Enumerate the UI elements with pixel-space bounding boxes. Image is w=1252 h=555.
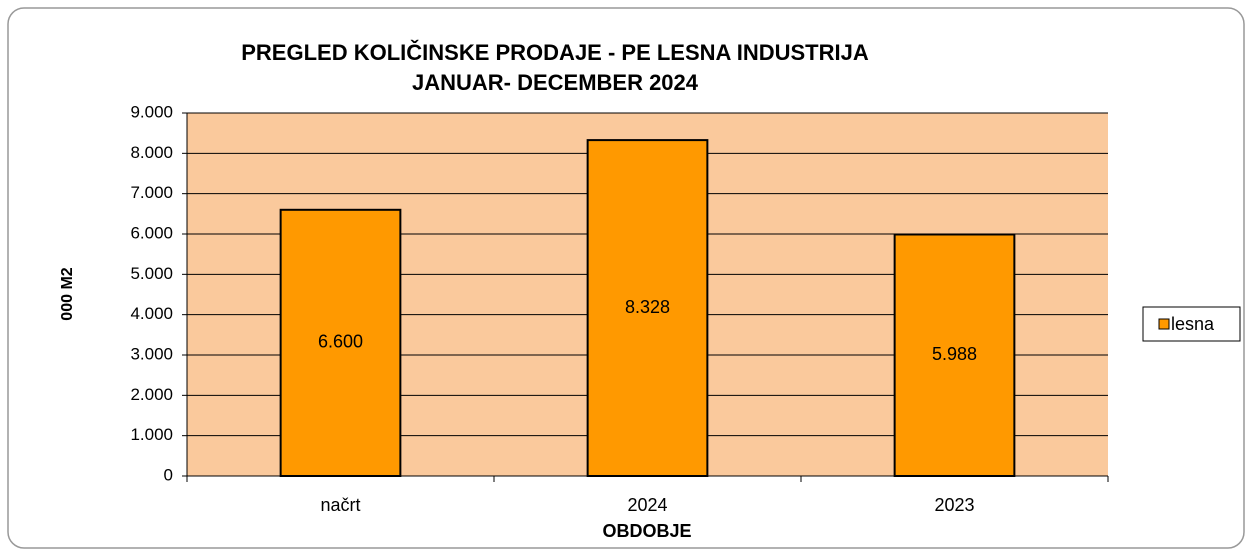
y-tick-label: 2.000	[130, 385, 173, 404]
chart-title: PREGLED KOLIČINSKE PRODAJE - PE LESNA IN…	[241, 40, 869, 65]
data-label: 5.988	[932, 344, 977, 364]
y-tick-label: 0	[164, 465, 173, 484]
y-tick-label: 3.000	[130, 344, 173, 363]
y-tick-label: 7.000	[130, 183, 173, 202]
data-label: 6.600	[318, 332, 363, 352]
bar	[893, 233, 1016, 477]
x-tick-label: 2023	[934, 495, 974, 515]
x-tick-label: 2024	[627, 495, 667, 515]
y-tick-label: 9.000	[130, 102, 173, 121]
y-tick-label: 8.000	[130, 143, 173, 162]
legend-label: lesna	[1171, 314, 1215, 334]
x-axis-label: OBDOBJE	[602, 521, 691, 541]
y-tick-label: 6.000	[130, 223, 173, 242]
bar	[586, 139, 709, 477]
y-tick-label: 4.000	[130, 304, 173, 323]
legend-swatch	[1158, 318, 1170, 330]
x-tick-label: načrt	[320, 495, 360, 515]
y-tick-label: 1.000	[130, 425, 173, 444]
bar	[279, 208, 402, 478]
y-axis-label: 000 M2	[59, 267, 76, 320]
y-tick-label: 5.000	[130, 264, 173, 283]
data-label: 8.328	[625, 297, 670, 317]
chart-subtitle: JANUAR- DECEMBER 2024	[412, 70, 699, 95]
